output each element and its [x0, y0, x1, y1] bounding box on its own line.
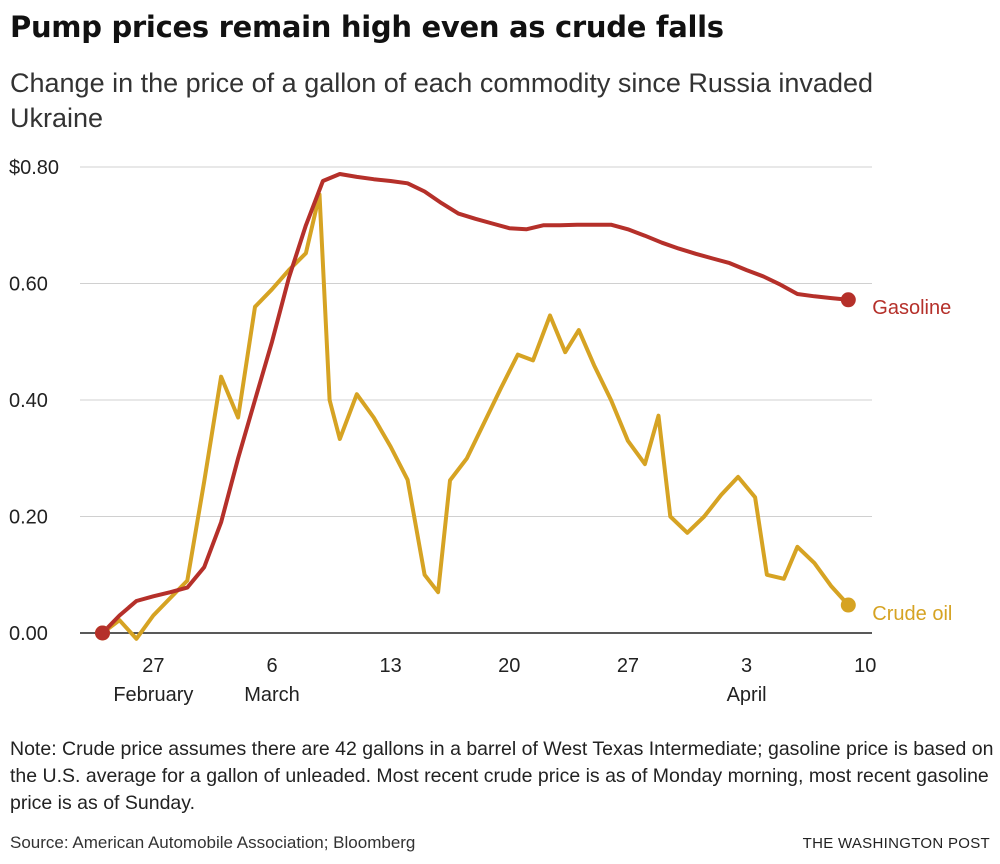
y-tick-label: 0.40: [9, 390, 48, 412]
gasoline-end-marker: [840, 292, 856, 308]
y-axis-ticks: $0.80 0.60 0.40 0.20 0.00: [9, 157, 59, 645]
x-tick-label: 13: [380, 655, 402, 677]
series-markers: [95, 292, 856, 641]
line-chart: $0.80 0.60 0.40 0.20 0.00 27 February 6 March 13…: [9, 157, 952, 706]
x-tick-label: 20: [498, 655, 520, 677]
series-labels: Gasoline Crude oil: [872, 297, 952, 625]
x-tick-label: 3: [741, 655, 752, 677]
gasoline-label: Gasoline: [872, 297, 951, 319]
gasoline-start-marker: [95, 625, 110, 641]
x-tick-label: 6: [266, 655, 277, 677]
series-lines: [100, 172, 851, 641]
x-month-label: March: [244, 684, 300, 706]
y-tick-label: 0.00: [9, 623, 48, 645]
y-tick-label: 0.20: [9, 507, 48, 529]
source-line: Source: American Automobile Association;…: [10, 833, 416, 852]
footnote: Note: Crude price assumes there are 42 g…: [10, 738, 994, 814]
publisher-credit: THE WASHINGTON POST: [802, 835, 990, 852]
x-tick-label: 27: [617, 655, 639, 677]
crude-oil-label: Crude oil: [872, 603, 952, 625]
x-axis-ticks: 27 February 6 March 13 20 27 3 April 10: [113, 655, 876, 706]
x-tick-label: 10: [854, 655, 876, 677]
y-tick-label: $0.80: [9, 157, 59, 179]
crude-oil-line: [100, 192, 851, 641]
gasoline-line: [100, 172, 851, 635]
chart-title: Pump prices remain high even as crude fa…: [10, 10, 724, 44]
gridlines: [80, 166, 872, 634]
crude-oil-end-marker: [840, 597, 856, 613]
x-month-label: February: [113, 684, 193, 706]
x-month-label: April: [727, 684, 767, 706]
y-tick-label: 0.60: [9, 274, 48, 296]
chart-subtitle: Change in the price of a gallon of each …: [10, 68, 873, 133]
x-tick-label: 27: [142, 655, 164, 677]
